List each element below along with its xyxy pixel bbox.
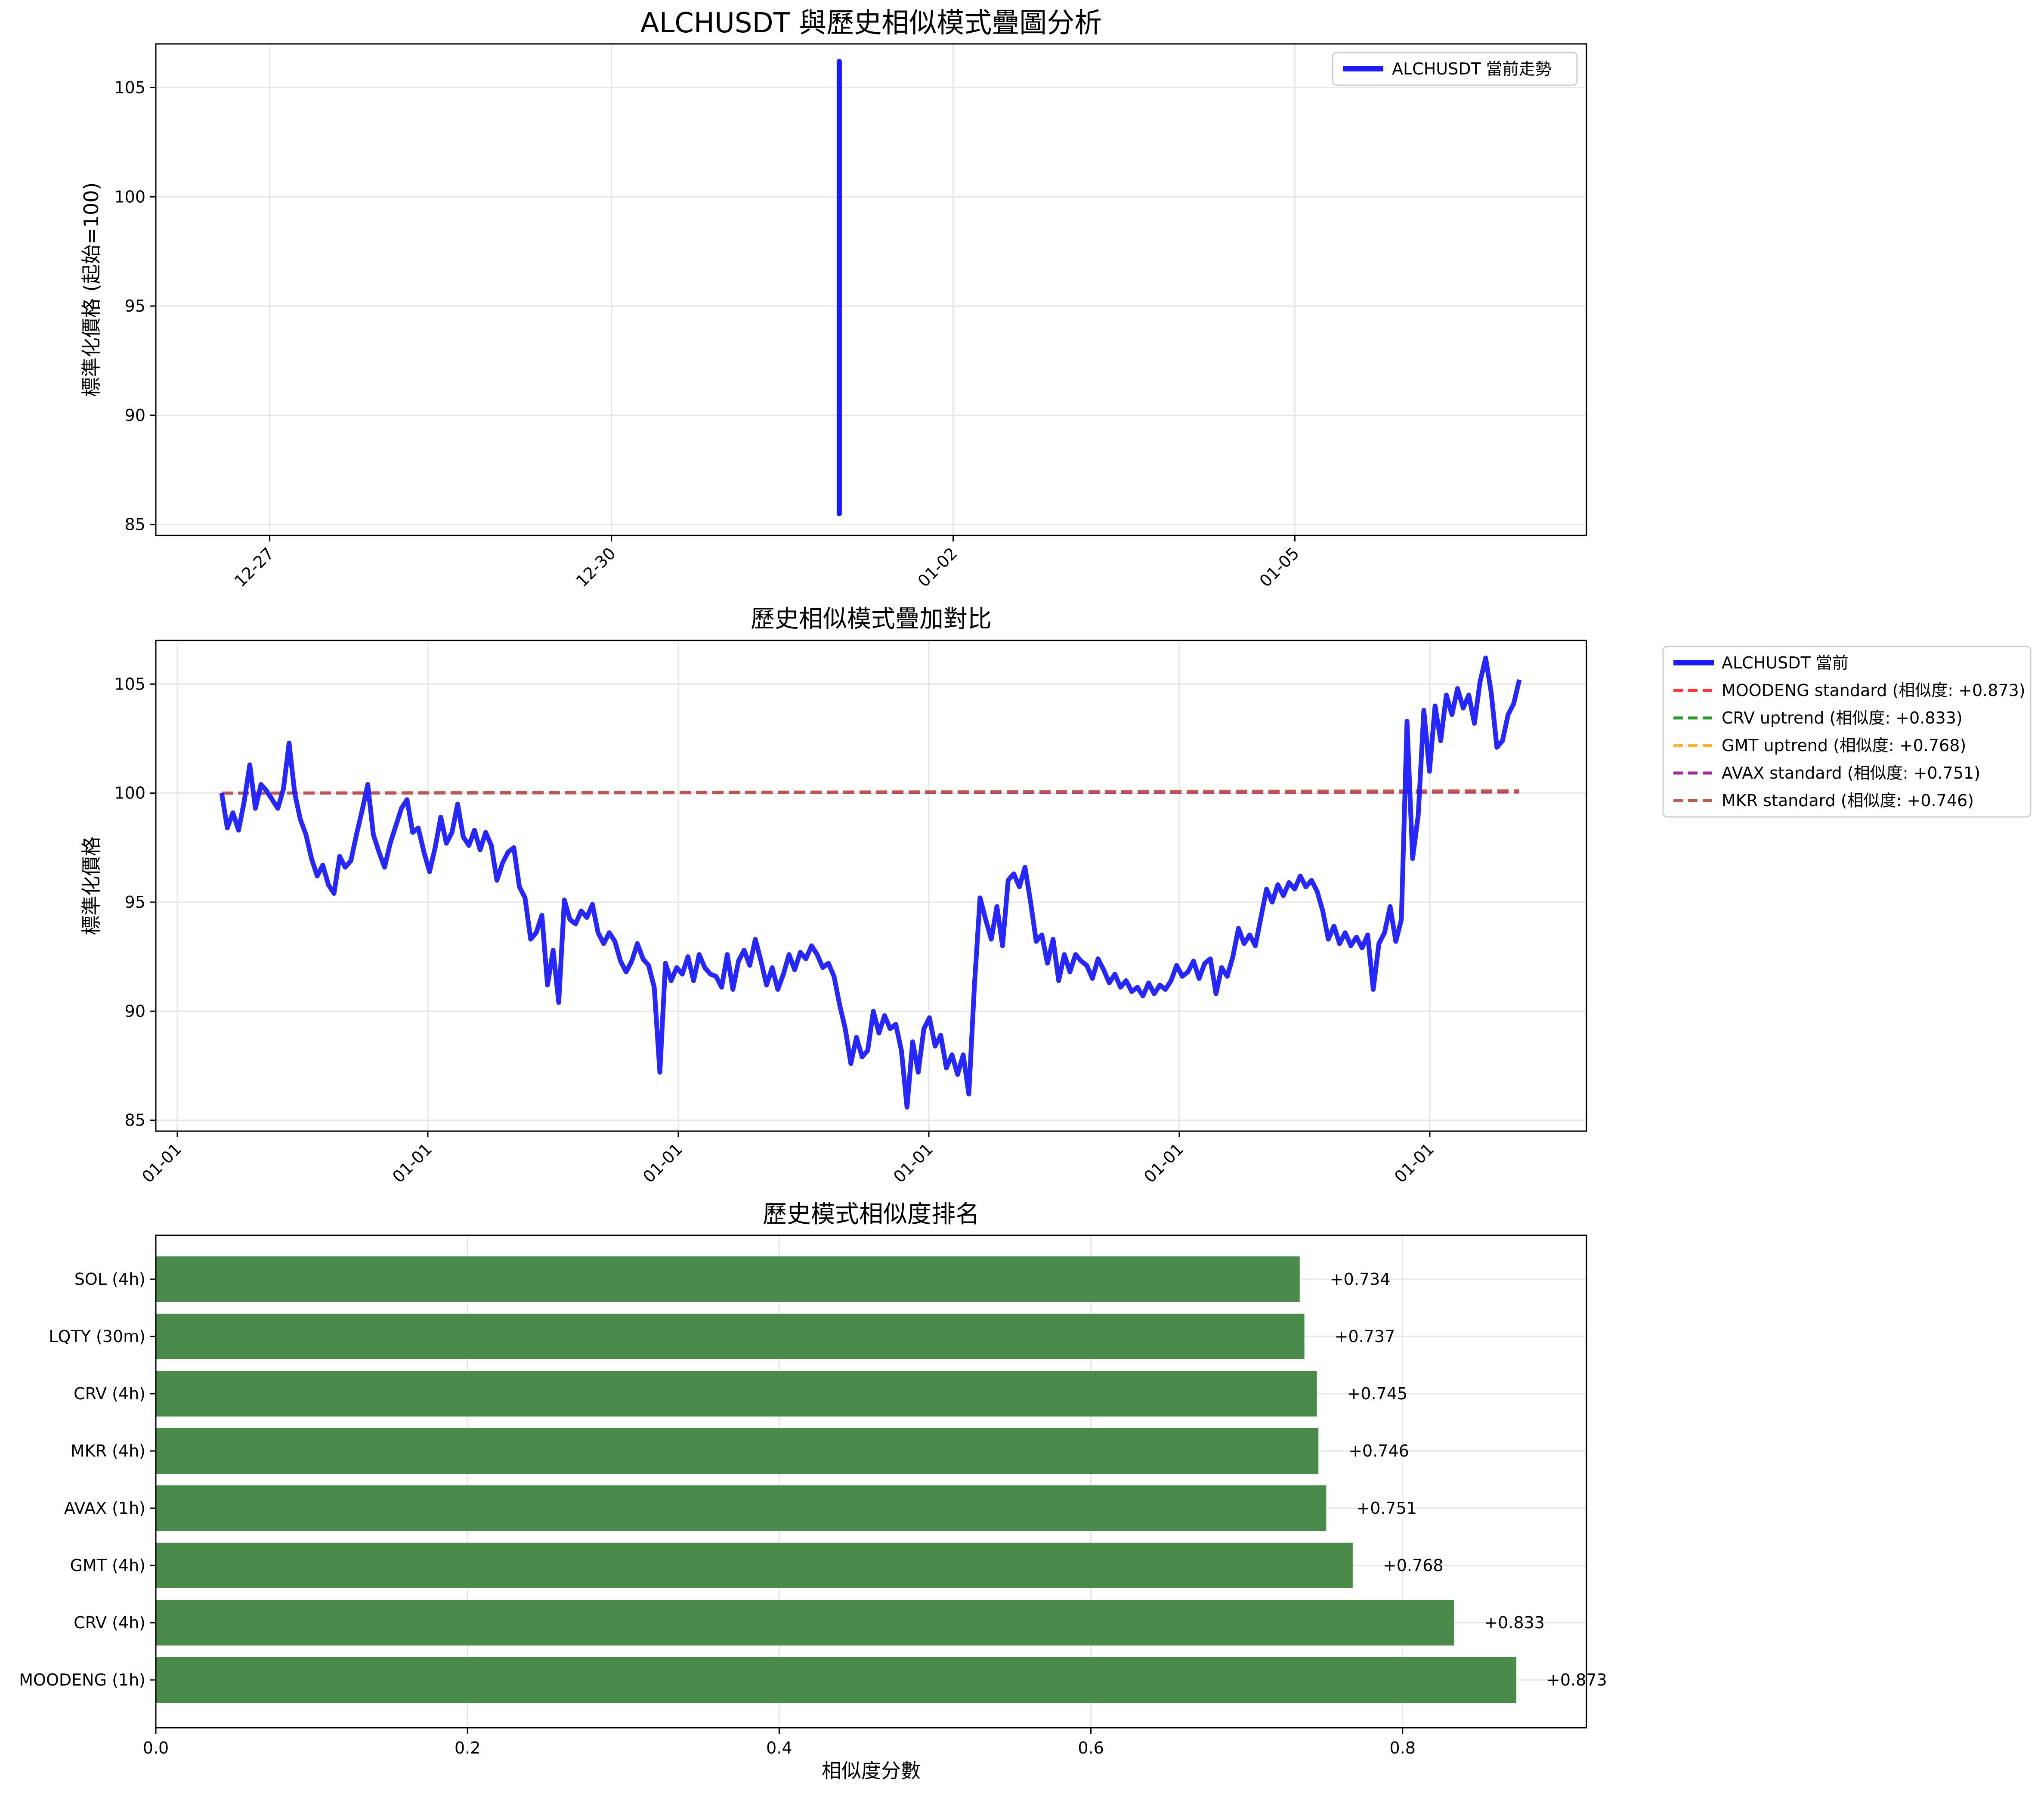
plot-area: +0.734 +0.737 +0.745 +0.746 +0.751 +0.768 +0.8… [156, 1256, 1607, 1703]
bar [156, 1657, 1517, 1703]
category-label: MOODENG (1h) [19, 1670, 145, 1689]
value-label: +0.768 [1383, 1556, 1444, 1575]
legend-item-mkr-label: MKR standard (相似度: +0.746) [1722, 791, 1974, 810]
y-axis-label: 標準化價格 (起始=100) [80, 182, 103, 397]
value-label: +0.833 [1484, 1613, 1545, 1632]
category-label: LQTY (30m) [49, 1327, 145, 1346]
y-tick-label: 105 [114, 78, 145, 97]
bar [156, 1314, 1305, 1359]
bar [156, 1428, 1319, 1474]
plot-area [219, 656, 1522, 1110]
value-label: +0.751 [1356, 1499, 1417, 1518]
y-tick-label: 90 [125, 1002, 145, 1021]
legend-item-moodeng-label: MOODENG standard (相似度: +0.873) [1722, 681, 2025, 700]
legend: ALCHUSDT 當前 MOODENG standard (相似度: +0.873… [1662, 646, 2032, 818]
panel-title: 歷史相似模式疊加對比 [751, 605, 992, 633]
y-tick-label: 95 [125, 297, 145, 315]
category-label: CRV (4h) [74, 1613, 145, 1632]
category-label: AVAX (1h) [64, 1499, 145, 1518]
plot-frame [155, 640, 1587, 1132]
legend-label: ALCHUSDT 當前走勢 [1392, 59, 1552, 78]
category-label: MKR (4h) [71, 1441, 145, 1460]
current-series-line [219, 656, 1522, 1110]
legend-item-current-label: ALCHUSDT 當前 [1722, 653, 1849, 672]
bar [156, 1600, 1454, 1646]
bar [156, 1485, 1327, 1531]
bar [156, 1256, 1300, 1302]
category-label: SOL (4h) [74, 1270, 145, 1289]
main-title: ALCHUSDT 與歷史相似模式疊圖分析 [640, 7, 1102, 39]
bar [156, 1371, 1317, 1417]
x-tick-label: 0.0 [143, 1738, 169, 1757]
x-tick-label: 0.8 [1390, 1738, 1416, 1757]
value-label: +0.734 [1330, 1270, 1391, 1289]
legend: ALCHUSDT 當前走勢 [1332, 52, 1578, 86]
grid [156, 44, 1586, 535]
x-tick-label: 0.4 [766, 1738, 792, 1757]
category-label: GMT (4h) [70, 1556, 145, 1575]
value-label: +0.746 [1348, 1441, 1409, 1460]
axis-ticks: 0.0 0.2 0.4 0.6 0.8 SOL (4h) LQTY (30m) CRV (4h… [19, 1270, 1416, 1757]
y-tick-label: 85 [125, 515, 145, 534]
value-label: +0.873 [1546, 1670, 1607, 1689]
y-axis-label: 標準化價格 [80, 836, 103, 935]
x-tick-label: 0.6 [1078, 1738, 1104, 1757]
plot-frame [155, 1234, 1587, 1729]
legend-item-gmt-label: GMT uptrend (相似度: +0.768) [1722, 736, 1966, 755]
value-label: +0.737 [1335, 1327, 1395, 1346]
legend-box [1332, 52, 1578, 86]
legend-box [1662, 646, 2032, 818]
y-tick-label: 95 [125, 893, 145, 912]
bar [156, 1543, 1353, 1588]
y-tick-label: 85 [125, 1111, 145, 1130]
panel-similarity-ranking: +0.734 +0.737 +0.745 +0.746 +0.751 +0.768 +0.8… [19, 1200, 1607, 1782]
pattern-line-mkr [221, 789, 1520, 795]
category-label: CRV (4h) [74, 1384, 145, 1403]
y-tick-label: 100 [114, 187, 145, 206]
x-tick-label: 0.2 [455, 1738, 480, 1757]
y-tick-label: 105 [114, 674, 145, 693]
x-axis-label: 相似度分數 [822, 1759, 921, 1782]
legend-item-avax-label: AVAX standard (相似度: +0.751) [1722, 764, 1980, 783]
value-label: +0.745 [1347, 1384, 1408, 1403]
legend-item-crv-label: CRV uptrend (相似度: +0.833) [1722, 708, 1963, 727]
plot-frame [155, 43, 1587, 536]
panel-title: 歷史模式相似度排名 [763, 1200, 980, 1228]
y-tick-label: 100 [114, 784, 145, 803]
y-tick-label: 90 [125, 406, 145, 425]
